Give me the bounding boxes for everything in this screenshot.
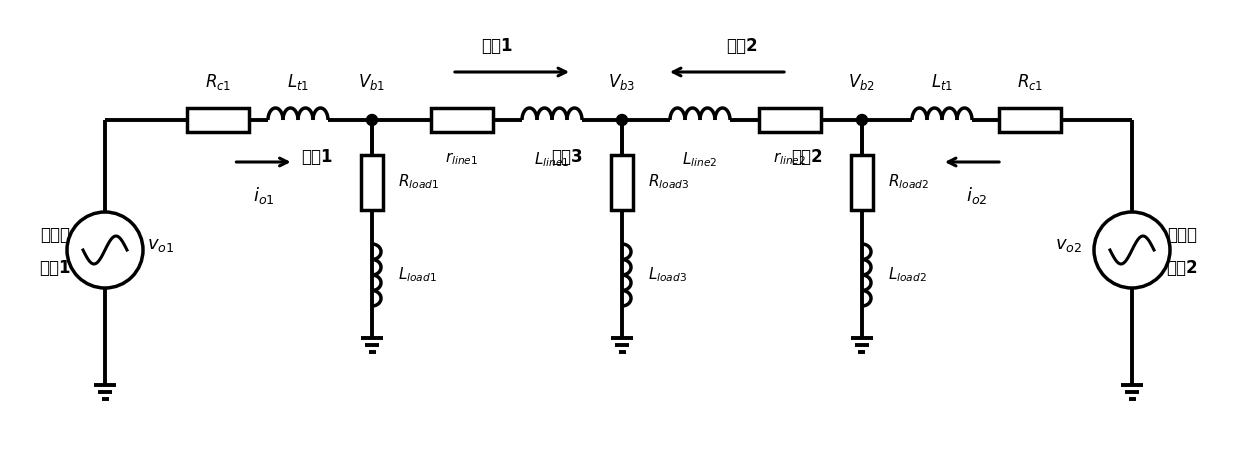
Text: $V_{b3}$: $V_{b3}$ [609, 72, 636, 92]
Bar [759, 108, 821, 132]
Text: $L_{t1}$: $L_{t1}$ [931, 72, 954, 92]
Circle shape [616, 114, 627, 126]
Text: 分布式: 分布式 [1167, 226, 1197, 244]
Text: $r_{line2}$: $r_{line2}$ [774, 150, 806, 166]
Text: $V_{b1}$: $V_{b1}$ [358, 72, 386, 92]
Text: 电源2: 电源2 [1166, 259, 1198, 277]
Circle shape [857, 114, 868, 126]
Bar [851, 154, 873, 210]
Text: $V_{b2}$: $V_{b2}$ [848, 72, 875, 92]
Text: $L_{line2}$: $L_{line2}$ [682, 150, 718, 169]
Text: 分布式: 分布式 [40, 226, 69, 244]
Text: $R_{c1}$: $R_{c1}$ [1017, 72, 1043, 92]
Bar [999, 108, 1061, 132]
Text: 线路1: 线路1 [481, 37, 513, 55]
Circle shape [67, 212, 143, 288]
Text: $r_{line1}$: $r_{line1}$ [445, 150, 479, 166]
Text: $R_{load1}$: $R_{load1}$ [398, 173, 439, 191]
Bar [611, 154, 632, 210]
Text: 电源1: 电源1 [40, 259, 71, 277]
Bar [432, 108, 494, 132]
Text: $R_{c1}$: $R_{c1}$ [205, 72, 231, 92]
Text: $L_{load3}$: $L_{load3}$ [649, 266, 687, 284]
Text: $L_{load2}$: $L_{load2}$ [888, 266, 928, 284]
Text: $v_{o2}$: $v_{o2}$ [1055, 236, 1083, 254]
Circle shape [1094, 212, 1171, 288]
Text: $i_{o1}$: $i_{o1}$ [253, 185, 274, 206]
Circle shape [367, 114, 377, 126]
Text: $L_{line1}$: $L_{line1}$ [534, 150, 569, 169]
Text: $R_{load2}$: $R_{load2}$ [888, 173, 929, 191]
Text: $L_{load1}$: $L_{load1}$ [398, 266, 436, 284]
Text: $R_{load3}$: $R_{load3}$ [649, 173, 689, 191]
Text: $i_{o2}$: $i_{o2}$ [966, 185, 988, 206]
Text: $L_{t1}$: $L_{t1}$ [286, 72, 309, 92]
Text: 负载3: 负载3 [552, 148, 583, 166]
Bar [361, 154, 383, 210]
Text: 负载2: 负载2 [791, 148, 823, 166]
Bar [187, 108, 249, 132]
Text: 线路2: 线路2 [727, 37, 758, 55]
Text: $v_{o1}$: $v_{o1}$ [148, 236, 175, 254]
Text: 负载1: 负载1 [301, 148, 332, 166]
